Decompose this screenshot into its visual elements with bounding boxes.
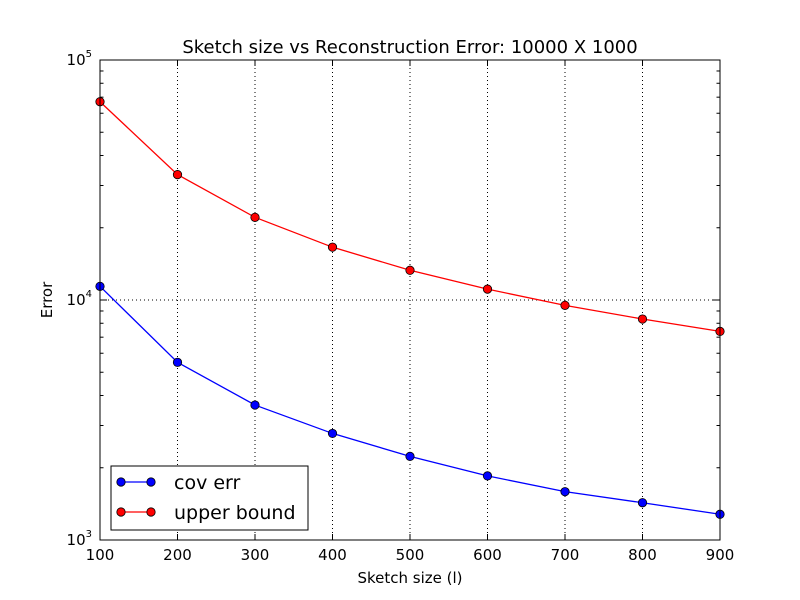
legend-marker	[146, 477, 156, 487]
x-tick-label: 900	[706, 546, 735, 564]
legend: cov err upper bound	[110, 465, 309, 531]
data-point	[250, 212, 260, 222]
data-point	[172, 357, 183, 367]
x-tick-label: 400	[318, 546, 347, 564]
x-tick-label: 300	[241, 546, 270, 564]
data-point	[637, 314, 648, 324]
data-point	[405, 265, 415, 275]
series-layer	[95, 97, 725, 519]
legend-marker	[116, 477, 126, 487]
data-point	[327, 242, 338, 252]
x-tick-label: 100	[86, 546, 115, 564]
y-tick-label: 104	[67, 289, 92, 309]
x-tick-label: 700	[551, 546, 580, 564]
minor-ticks	[100, 70, 720, 469]
x-tick-label: 500	[396, 546, 425, 564]
x-axis-label: Sketch size (l)	[357, 569, 462, 587]
y-tick-label: 103	[67, 529, 92, 549]
y-tick-label: 105	[67, 49, 92, 69]
grid	[100, 60, 720, 540]
data-point	[172, 170, 183, 180]
legend-box	[110, 465, 309, 531]
x-tick-label: 800	[628, 546, 657, 564]
data-point	[482, 471, 493, 481]
y-axis-label: Error	[38, 281, 56, 318]
data-point	[405, 451, 415, 462]
y-axis: 103 104 105	[67, 49, 720, 549]
legend-label: upper bound	[174, 502, 296, 524]
data-point	[482, 284, 493, 294]
chart-title: Sketch size vs Reconstruction Error: 100…	[182, 37, 637, 58]
legend-marker	[116, 507, 126, 517]
legend-marker	[146, 507, 156, 517]
x-tick-label: 200	[163, 546, 192, 564]
data-point	[637, 498, 648, 508]
data-point	[560, 300, 570, 310]
x-axis: 100 200 300 400 500 600 700 800 900	[86, 60, 735, 564]
legend-label: cov err	[174, 472, 241, 494]
data-point	[560, 487, 570, 497]
data-point	[250, 400, 260, 410]
data-point	[327, 428, 338, 439]
x-tick-label: 600	[473, 546, 502, 564]
